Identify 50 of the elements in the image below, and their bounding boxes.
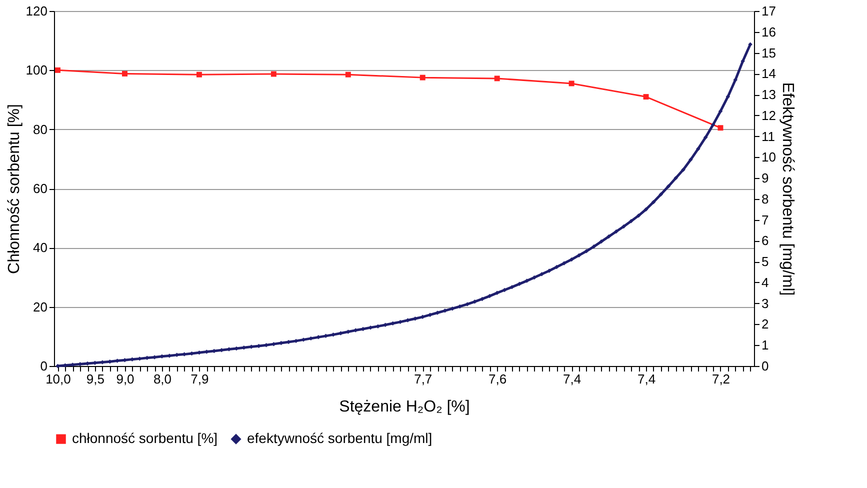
point	[643, 94, 649, 100]
y2-tick-label: 14	[762, 66, 776, 82]
point	[345, 72, 351, 78]
y2-tick-label: 1	[762, 338, 769, 353]
x-tick-label: 9,0	[116, 372, 134, 386]
y2-tick-label: 7	[762, 212, 769, 228]
y-tick-label: 40	[33, 240, 48, 256]
y2-tick-label: 5	[762, 254, 769, 270]
legend-label: efektywność sorbentu [mg/ml]	[247, 430, 432, 446]
point	[420, 74, 426, 80]
x-tick-label: 7,4	[637, 372, 656, 386]
y-tick-label: 20	[33, 299, 48, 314]
y2-tick-label: 15	[762, 45, 776, 60]
point	[196, 72, 202, 78]
x-tick-label: 7,9	[190, 372, 209, 386]
point	[718, 125, 724, 131]
x-tick-label: 10,0	[46, 372, 71, 386]
point	[122, 70, 128, 76]
y-tick-label: 100	[26, 62, 48, 78]
y-tick-label: 120	[26, 4, 48, 18]
x-tick-label: 7,6	[488, 372, 507, 386]
y2-tick-label: 6	[762, 233, 769, 248]
point	[270, 71, 276, 77]
x-tick-label: 8,0	[153, 372, 172, 386]
point	[568, 80, 574, 86]
x-axis-title: Stężenie H₂O₂ [%]	[339, 398, 470, 416]
y2-tick-label: 13	[762, 87, 776, 102]
y2-tick-label: 17	[762, 4, 776, 18]
y2-axis-title: Efektywność sorbentu [mg/ml]	[778, 82, 796, 296]
x-tick-label: 7,2	[712, 372, 730, 386]
point	[494, 76, 500, 82]
y2-tick-label: 8	[762, 191, 769, 206]
y2-tick-label: 16	[762, 24, 776, 40]
y2-tick-label: 11	[762, 128, 775, 144]
y2-tick-label: 10	[762, 150, 776, 165]
y-tick-label: 0	[40, 358, 48, 374]
y2-tick-label: 12	[762, 108, 776, 123]
y2-tick-label: 2	[762, 316, 769, 332]
x-tick-label: 9,5	[86, 372, 104, 386]
y-axis-title: Chłonność sorbentu [%]	[6, 104, 23, 274]
x-tick-label: 7,7	[414, 372, 432, 386]
y2-tick-label: 3	[762, 296, 769, 311]
y2-tick-label: 4	[762, 274, 769, 290]
y2-tick-label: 9	[762, 170, 769, 186]
x-tick-label: 7,4	[563, 372, 582, 386]
y-tick-label: 80	[33, 122, 48, 137]
point	[54, 67, 60, 73]
y-tick-label: 60	[33, 181, 48, 196]
legend-label: chłonność sorbentu [%]	[72, 430, 218, 446]
y2-tick-label: 0	[762, 358, 769, 374]
